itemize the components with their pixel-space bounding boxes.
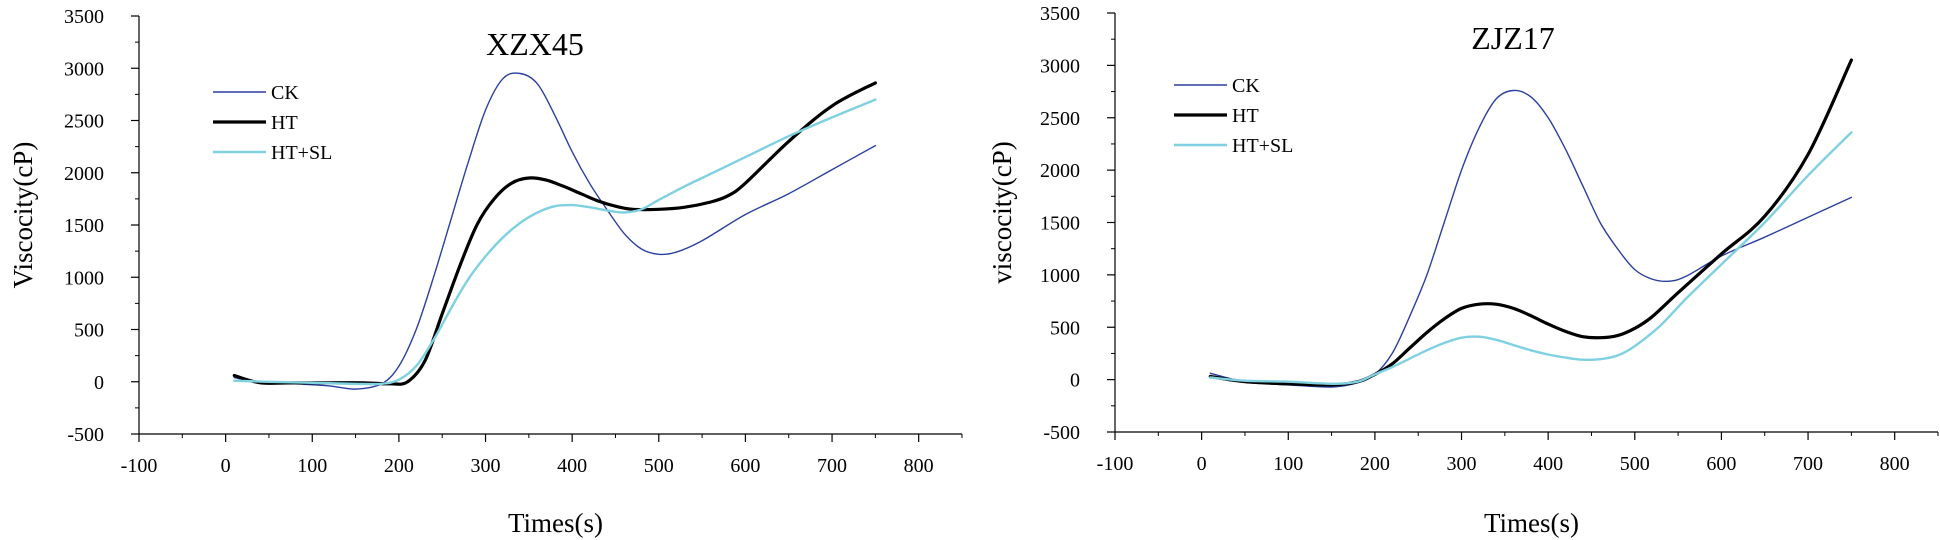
y-tick-label: 1000	[1040, 265, 1080, 287]
y-tick-label: -500	[67, 424, 104, 446]
y-tick-label: -500	[1043, 422, 1080, 444]
legend-label: HT+SL	[271, 142, 332, 164]
y-tick-label: 3500	[1040, 3, 1080, 25]
chart-zjz17: -500 0 500 1000 1500 2000 2500 3000 3500 -100 0 100…	[987, 3, 1939, 538]
y-tick-label: 500	[74, 320, 104, 342]
series-line-ht-sl	[233, 98, 877, 386]
y-tick-label: 1500	[64, 215, 104, 237]
y-tick-label: 3000	[1040, 55, 1080, 77]
legend-label: HT	[271, 112, 298, 134]
y-tick-label: 1000	[64, 267, 104, 289]
y-tick-label: 2000	[1040, 160, 1080, 182]
y-tick-label: 1500	[1040, 213, 1080, 235]
y-axis-title: Viscocity(cP)	[8, 142, 38, 289]
y-tick-label: 3500	[64, 6, 104, 28]
x-tick-label: 700	[1793, 453, 1823, 475]
x-tick-label: 100	[1273, 453, 1303, 475]
series-line-ht	[232, 81, 877, 386]
x-tick-label: -100	[1097, 453, 1134, 475]
y-axis-title: viscocity(cP)	[987, 141, 1017, 283]
x-tick-label: 500	[644, 455, 674, 477]
x-tick-label: 100	[297, 455, 327, 477]
chart-title: ZJZ17	[1471, 20, 1555, 56]
y-tick-label: 3000	[64, 58, 104, 80]
series-line-ck	[1209, 89, 1853, 388]
x-tick-label: 400	[1533, 453, 1563, 475]
chart-title: XZX45	[486, 26, 584, 62]
x-tick-label: 200	[1360, 453, 1390, 475]
x-tick-label: 800	[1880, 453, 1910, 475]
y-tick-label: 500	[1050, 317, 1080, 339]
legend-label: CK	[271, 82, 299, 104]
series-line-ht	[1208, 58, 1853, 387]
y-tick-label: 2500	[1040, 108, 1080, 130]
series-line-ck	[233, 72, 877, 390]
series-line-ht-sl	[1209, 131, 1853, 385]
x-tick-label: 500	[1620, 453, 1650, 475]
y-tick-label: 0	[94, 372, 104, 394]
y-tick-label: 2500	[64, 111, 104, 133]
x-tick-label: 400	[557, 455, 587, 477]
x-tick-label: 0	[1197, 453, 1207, 475]
x-tick-label: 300	[471, 455, 501, 477]
y-tick-label: 2000	[64, 163, 104, 185]
x-tick-label: 300	[1447, 453, 1477, 475]
legend-label: HT	[1232, 105, 1259, 127]
x-axis-title: Times(s)	[1484, 508, 1579, 538]
legend-label: HT+SL	[1232, 135, 1293, 157]
x-axis-title: Times(s)	[508, 508, 603, 538]
x-tick-label: 600	[1706, 453, 1736, 475]
x-tick-label: 200	[384, 455, 414, 477]
x-tick-label: 600	[730, 455, 760, 477]
legend-label: CK	[1232, 75, 1260, 97]
y-tick-label: 0	[1070, 370, 1080, 392]
x-tick-label: 700	[817, 455, 847, 477]
x-tick-label: 0	[221, 455, 231, 477]
x-tick-label: -100	[121, 455, 158, 477]
chart-xzx45: -500 0 500 1000 1500 2000 2500 3000 3500 -100 0 100…	[8, 6, 963, 538]
x-tick-label: 800	[904, 455, 934, 477]
